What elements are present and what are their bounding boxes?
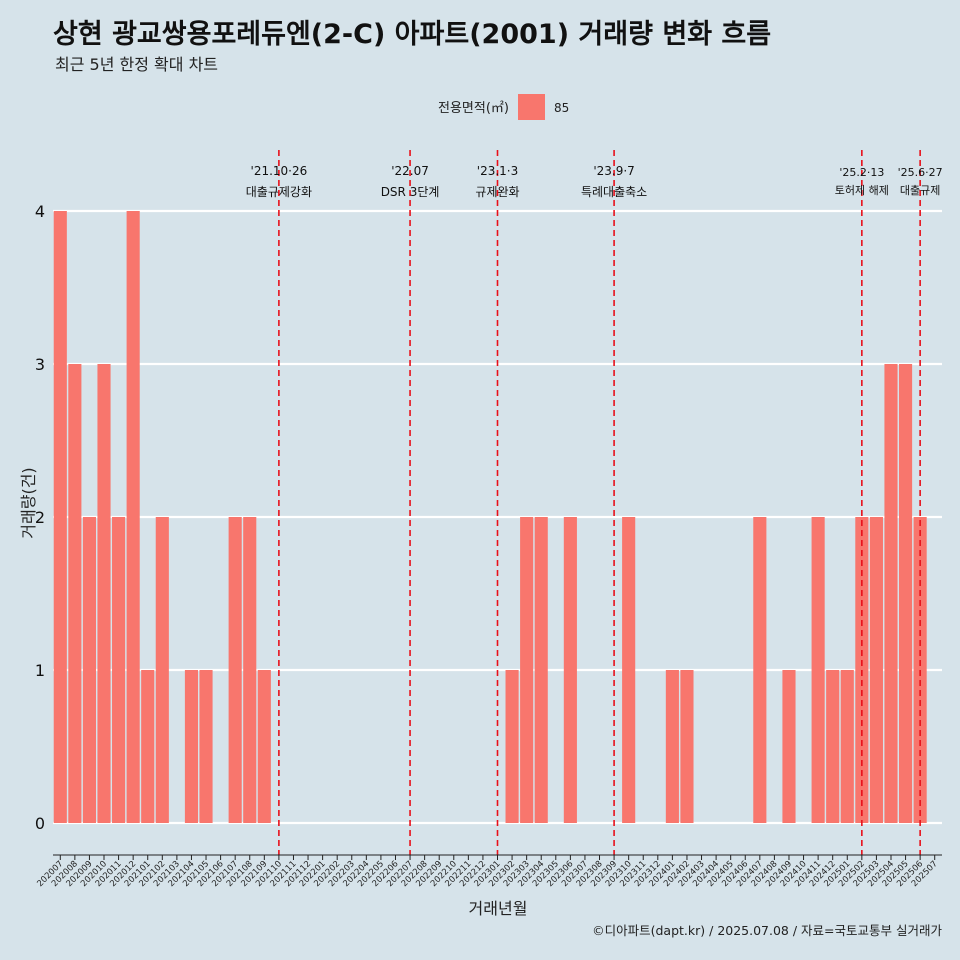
bar (869, 517, 883, 823)
event-description-label: 특례대출축소 (581, 185, 647, 199)
bar (97, 364, 111, 823)
y-tick-label: 1 (35, 661, 45, 680)
y-axis-title: 거래량(건) (19, 467, 38, 538)
event-lines: '21.10·26 대출규제강화 '22.07 DSR 3단계 '23.1·3 규제완화 '… (246, 150, 943, 855)
legend-label: 85 (554, 101, 569, 115)
y-tick-labels: 0 1 2 3 4 (35, 202, 45, 833)
legend: 전용면적(㎡) 85 (438, 94, 569, 120)
chart-subtitle: 최근 5년 한정 확대 차트 (55, 55, 218, 74)
bar (534, 517, 548, 823)
bar (563, 517, 577, 823)
bar (184, 670, 199, 823)
caption: ©디아파트(dapt.kr) / 2025.07.08 / 자료=국토교통부 실… (592, 923, 942, 938)
y-tick-label: 0 (35, 814, 45, 833)
bars (53, 211, 927, 824)
bar (884, 364, 898, 823)
x-axis: 2020072020082020092020102020112020122021… (35, 854, 942, 889)
bar (228, 517, 242, 823)
bar (82, 517, 96, 823)
bar (840, 670, 854, 823)
legend-title: 전용면적(㎡) (438, 101, 509, 116)
bar (665, 670, 679, 823)
bar (199, 670, 213, 823)
y-tick-label: 3 (35, 355, 45, 374)
event-date-label: '25.6·27 (898, 166, 943, 179)
bar (520, 517, 534, 823)
event-date-label: '23.9·7 (593, 164, 634, 178)
y-tick-label: 2 (35, 508, 45, 527)
bar (243, 517, 257, 823)
event-description-label: 토허제 해제 (835, 183, 889, 197)
event-date-label: '25.2·13 (839, 166, 884, 179)
y-tick-label: 4 (35, 202, 45, 221)
bar (826, 670, 840, 823)
bar (753, 517, 767, 823)
legend-swatch (518, 94, 545, 120)
bar (155, 517, 169, 823)
chart-title: 상현 광교쌍용포레듀엔(2-C) 아파트(2001) 거래량 변화 흐름 (53, 19, 771, 50)
bar (680, 670, 694, 823)
bar (126, 211, 140, 823)
bar (112, 517, 126, 823)
event-date-label: '23.1·3 (477, 164, 518, 178)
bar (141, 670, 155, 823)
bar (257, 670, 271, 823)
bar (53, 211, 67, 823)
bar (505, 670, 519, 823)
event-date-label: '21.10·26 (251, 164, 308, 178)
event-description-label: 대출규제 (900, 184, 940, 197)
event-description-label: 규제완화 (475, 185, 519, 199)
event-description-label: DSR 3단계 (381, 185, 440, 199)
event-date-label: '22.07 (391, 164, 429, 178)
event-description-label: 대출규제강화 (246, 185, 312, 199)
bar (68, 364, 82, 823)
bar (811, 517, 825, 823)
bar (622, 517, 636, 823)
bar (899, 364, 913, 823)
bar (782, 670, 796, 823)
x-axis-title: 거래년월 (469, 899, 528, 918)
